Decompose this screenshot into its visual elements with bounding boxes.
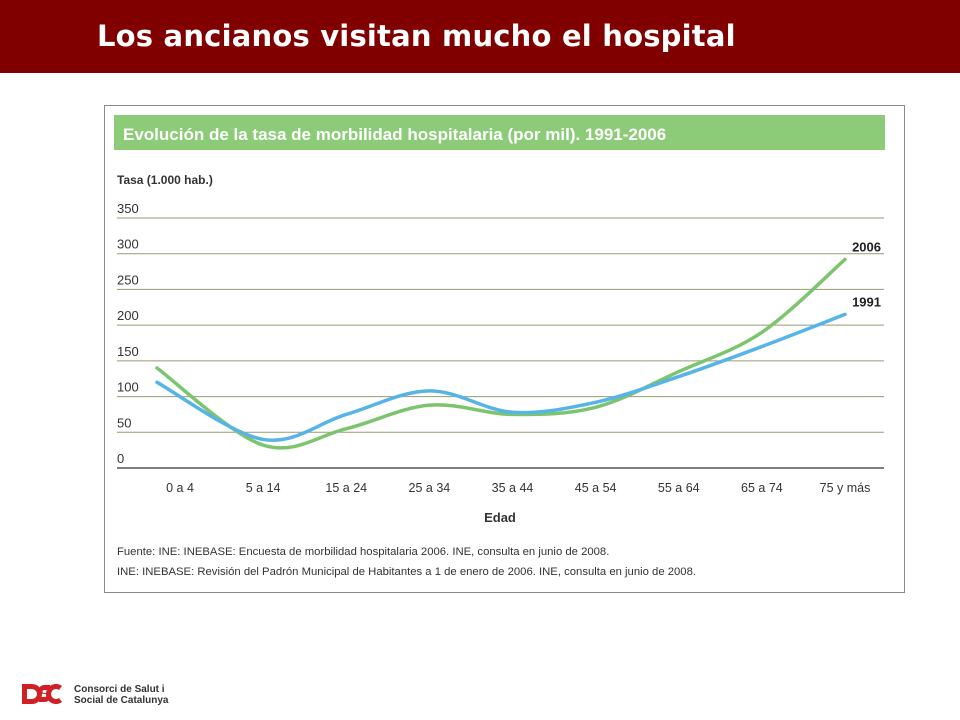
x-axis-label: Edad: [484, 510, 516, 525]
source-line-2: INE: INEBASE: Revisión del Padrón Munici…: [117, 566, 696, 578]
x-tick-8: 75 y más: [820, 481, 871, 495]
y-axis-label: Tasa (1.000 hab.): [117, 173, 213, 187]
y-tick-100: 100: [117, 380, 139, 395]
csc-logo-icon: [22, 684, 62, 704]
series-label-1991: 1991: [852, 294, 881, 309]
series-label-2006: 2006: [852, 239, 881, 254]
gridlines: [117, 217, 884, 469]
slide-title: Los ancianos visitan mucho el hospital: [97, 19, 736, 53]
x-tick-6: 55 a 64: [658, 481, 700, 495]
y-tick-300: 300: [117, 237, 139, 252]
y-tick-250: 250: [117, 272, 139, 287]
x-tick-5: 45 a 54: [575, 481, 617, 495]
x-tick-labels: 0 a 4 5 a 14 15 a 24 25 a 34 35 a 44 45 a 54 5…: [166, 481, 870, 495]
series-line-1991: [155, 312, 847, 442]
org-name-line-1: Consorci de Salut i: [74, 684, 165, 695]
x-tick-1: 5 a 14: [246, 481, 281, 495]
chart-title: Evolución de la tasa de morbilidad hospi…: [123, 125, 666, 144]
series-lines: [155, 257, 847, 450]
y-tick-150: 150: [117, 344, 139, 359]
title-bar: Los ancianos visitan mucho el hospital: [0, 0, 960, 73]
morbidity-chart: Evolución de la tasa de morbilidad hospi…: [114, 115, 885, 578]
org-name-line-2: Social de Catalunya: [74, 695, 169, 706]
chart-frame: Evolución de la tasa de morbilidad hospi…: [104, 105, 905, 593]
chart-header: [114, 115, 885, 150]
x-tick-2: 15 a 24: [325, 481, 367, 495]
series-line-2006: [155, 257, 847, 450]
source-line-1: Fuente: INE: INEBASE: Encuesta de morbil…: [117, 546, 609, 558]
y-tick-350: 350: [117, 201, 139, 216]
y-tick-labels: 350 300 250 200 150 100 50 0: [117, 201, 139, 466]
series-end-labels: 2006 1991: [852, 239, 881, 309]
x-tick-7: 65 a 74: [741, 481, 783, 495]
y-tick-50: 50: [117, 415, 131, 430]
y-tick-0: 0: [117, 451, 124, 466]
org-name: Consorci de Salut i Social de Catalunya: [74, 684, 168, 706]
x-tick-0: 0 a 4: [166, 481, 194, 495]
y-tick-200: 200: [117, 308, 139, 323]
x-tick-3: 25 a 34: [409, 481, 451, 495]
x-tick-4: 35 a 44: [492, 481, 534, 495]
